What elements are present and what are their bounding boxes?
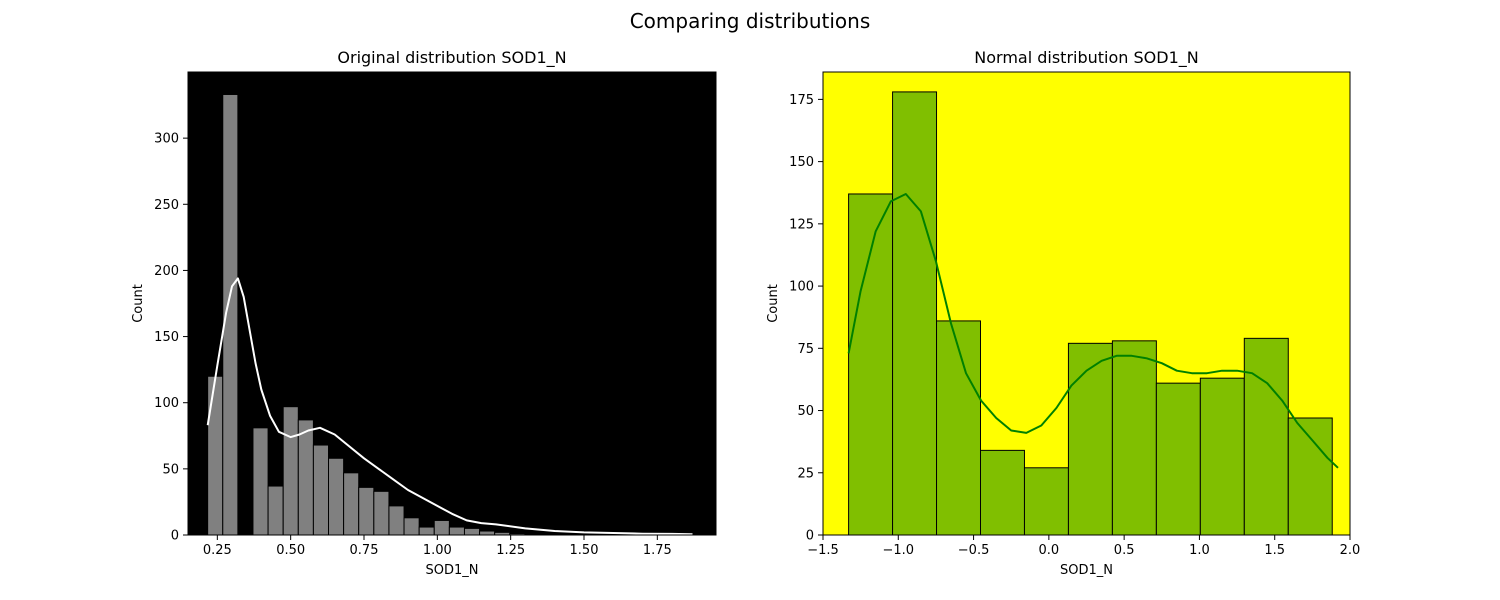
- right-chart-axes: −1.5 −1.0 −0.5 0.0 0.5 1.0 1.5 2.0 0 25 50 75 100 125…: [766, 48, 1360, 578]
- chart2-bar: [1023, 467, 1069, 536]
- chart2-x-axis-label: SOD1_N: [1060, 563, 1113, 578]
- chart2-bar: [979, 449, 1025, 536]
- chart2-y-axis-label: Count: [766, 284, 781, 323]
- chart1-bar: [448, 526, 465, 536]
- chart1-bar: [388, 505, 405, 536]
- chart2-y-tick-label: 125: [789, 217, 814, 232]
- chart1-y-axis-label: Count: [131, 284, 146, 323]
- chart2-y-tick-label: 0: [806, 529, 814, 544]
- chart2-x-tick-label: 0.0: [1039, 543, 1060, 558]
- chart1-bar: [373, 490, 390, 536]
- chart1-bar: [328, 457, 345, 536]
- chart2-axes-frame: [822, 71, 1351, 536]
- chart2-y-tick-label: 50: [797, 404, 814, 419]
- chart1-kde-line: [206, 277, 693, 536]
- figure-suptitle: Comparing distributions: [630, 9, 871, 33]
- chart1-y-tick-label: 100: [154, 396, 179, 411]
- chart1-y-tick-label: 250: [154, 198, 179, 213]
- chart1-y-tick-label: 300: [154, 132, 179, 147]
- chart2-kde-line: [847, 193, 1339, 469]
- chart1-bar: [207, 375, 224, 536]
- chart1-y-tick-label: 200: [154, 264, 179, 279]
- chart1-x-tick-label: 0.75: [350, 543, 379, 558]
- chart2-bar: [848, 193, 894, 536]
- chart1-x-axis-label: SOD1_N: [426, 563, 479, 578]
- chart2-x-tick-label: 0.5: [1114, 543, 1135, 558]
- chart2-x-tick-label: −1.0: [882, 543, 914, 558]
- chart1-x-tick-label: 1.00: [423, 543, 452, 558]
- chart1-bar: [479, 530, 496, 536]
- chart1-axes-frame: [187, 71, 717, 536]
- chart1-x-tick-label: 1.50: [570, 543, 599, 558]
- chart2-title: Normal distribution SOD1_N: [974, 48, 1198, 68]
- chart2-bar: [1199, 377, 1245, 536]
- chart2-bar: [1111, 340, 1157, 536]
- chart1-bar: [312, 444, 330, 536]
- chart1-bar: [358, 486, 375, 536]
- chart1-bar: [463, 527, 481, 536]
- chart2-y-tick-label: 100: [789, 280, 814, 295]
- chart2-y-tick-label: 75: [797, 342, 814, 357]
- chart1-x-tick-label: 0.50: [276, 543, 305, 558]
- chart1-y-tick-label: 150: [154, 330, 179, 345]
- chart2-y-tick-label: 25: [797, 466, 814, 481]
- chart1-x-tick-label: 1.25: [496, 543, 525, 558]
- left-chart-axes: 0.25 0.50 0.75 1.00 1.25 1.50 1.75 0 50 100 150 200…: [131, 48, 717, 578]
- chart2-y-tick-label: 175: [789, 93, 814, 108]
- chart1-x-tick-label: 1.75: [643, 543, 672, 558]
- chart1-bar: [403, 517, 420, 536]
- chart2-x-tick-label: −0.5: [958, 543, 990, 558]
- chart2-y-tick-label: 150: [789, 155, 814, 170]
- chart1-y-tick-label: 50: [162, 462, 179, 477]
- chart1-plot-background: [188, 72, 716, 535]
- chart2-x-tick-label: −1.5: [807, 543, 839, 558]
- chart1-bar: [252, 427, 269, 536]
- chart1-bar: [282, 406, 299, 536]
- chart2-bar: [1243, 337, 1289, 536]
- chart2-bar: [936, 320, 981, 536]
- chart2-bar: [892, 91, 938, 536]
- chart2-x-tick-label: 2.0: [1340, 543, 1361, 558]
- chart2-bar: [1155, 382, 1201, 536]
- chart1-bar: [343, 472, 360, 536]
- chart1-bar: [297, 419, 314, 536]
- chart2-bar: [1287, 417, 1333, 536]
- chart2-bar: [1067, 342, 1113, 536]
- chart2-x-tick-label: 1.0: [1189, 543, 1210, 558]
- chart1-title: Original distribution SOD1_N: [337, 48, 566, 68]
- chart1-bar: [267, 485, 284, 536]
- chart1-y-tick-label: 0: [171, 529, 179, 544]
- chart1-x-tick-label: 0.25: [203, 543, 232, 558]
- chart1-bar: [433, 519, 450, 536]
- chart1-bar: [418, 526, 435, 536]
- chart2-x-tick-label: 1.5: [1264, 543, 1285, 558]
